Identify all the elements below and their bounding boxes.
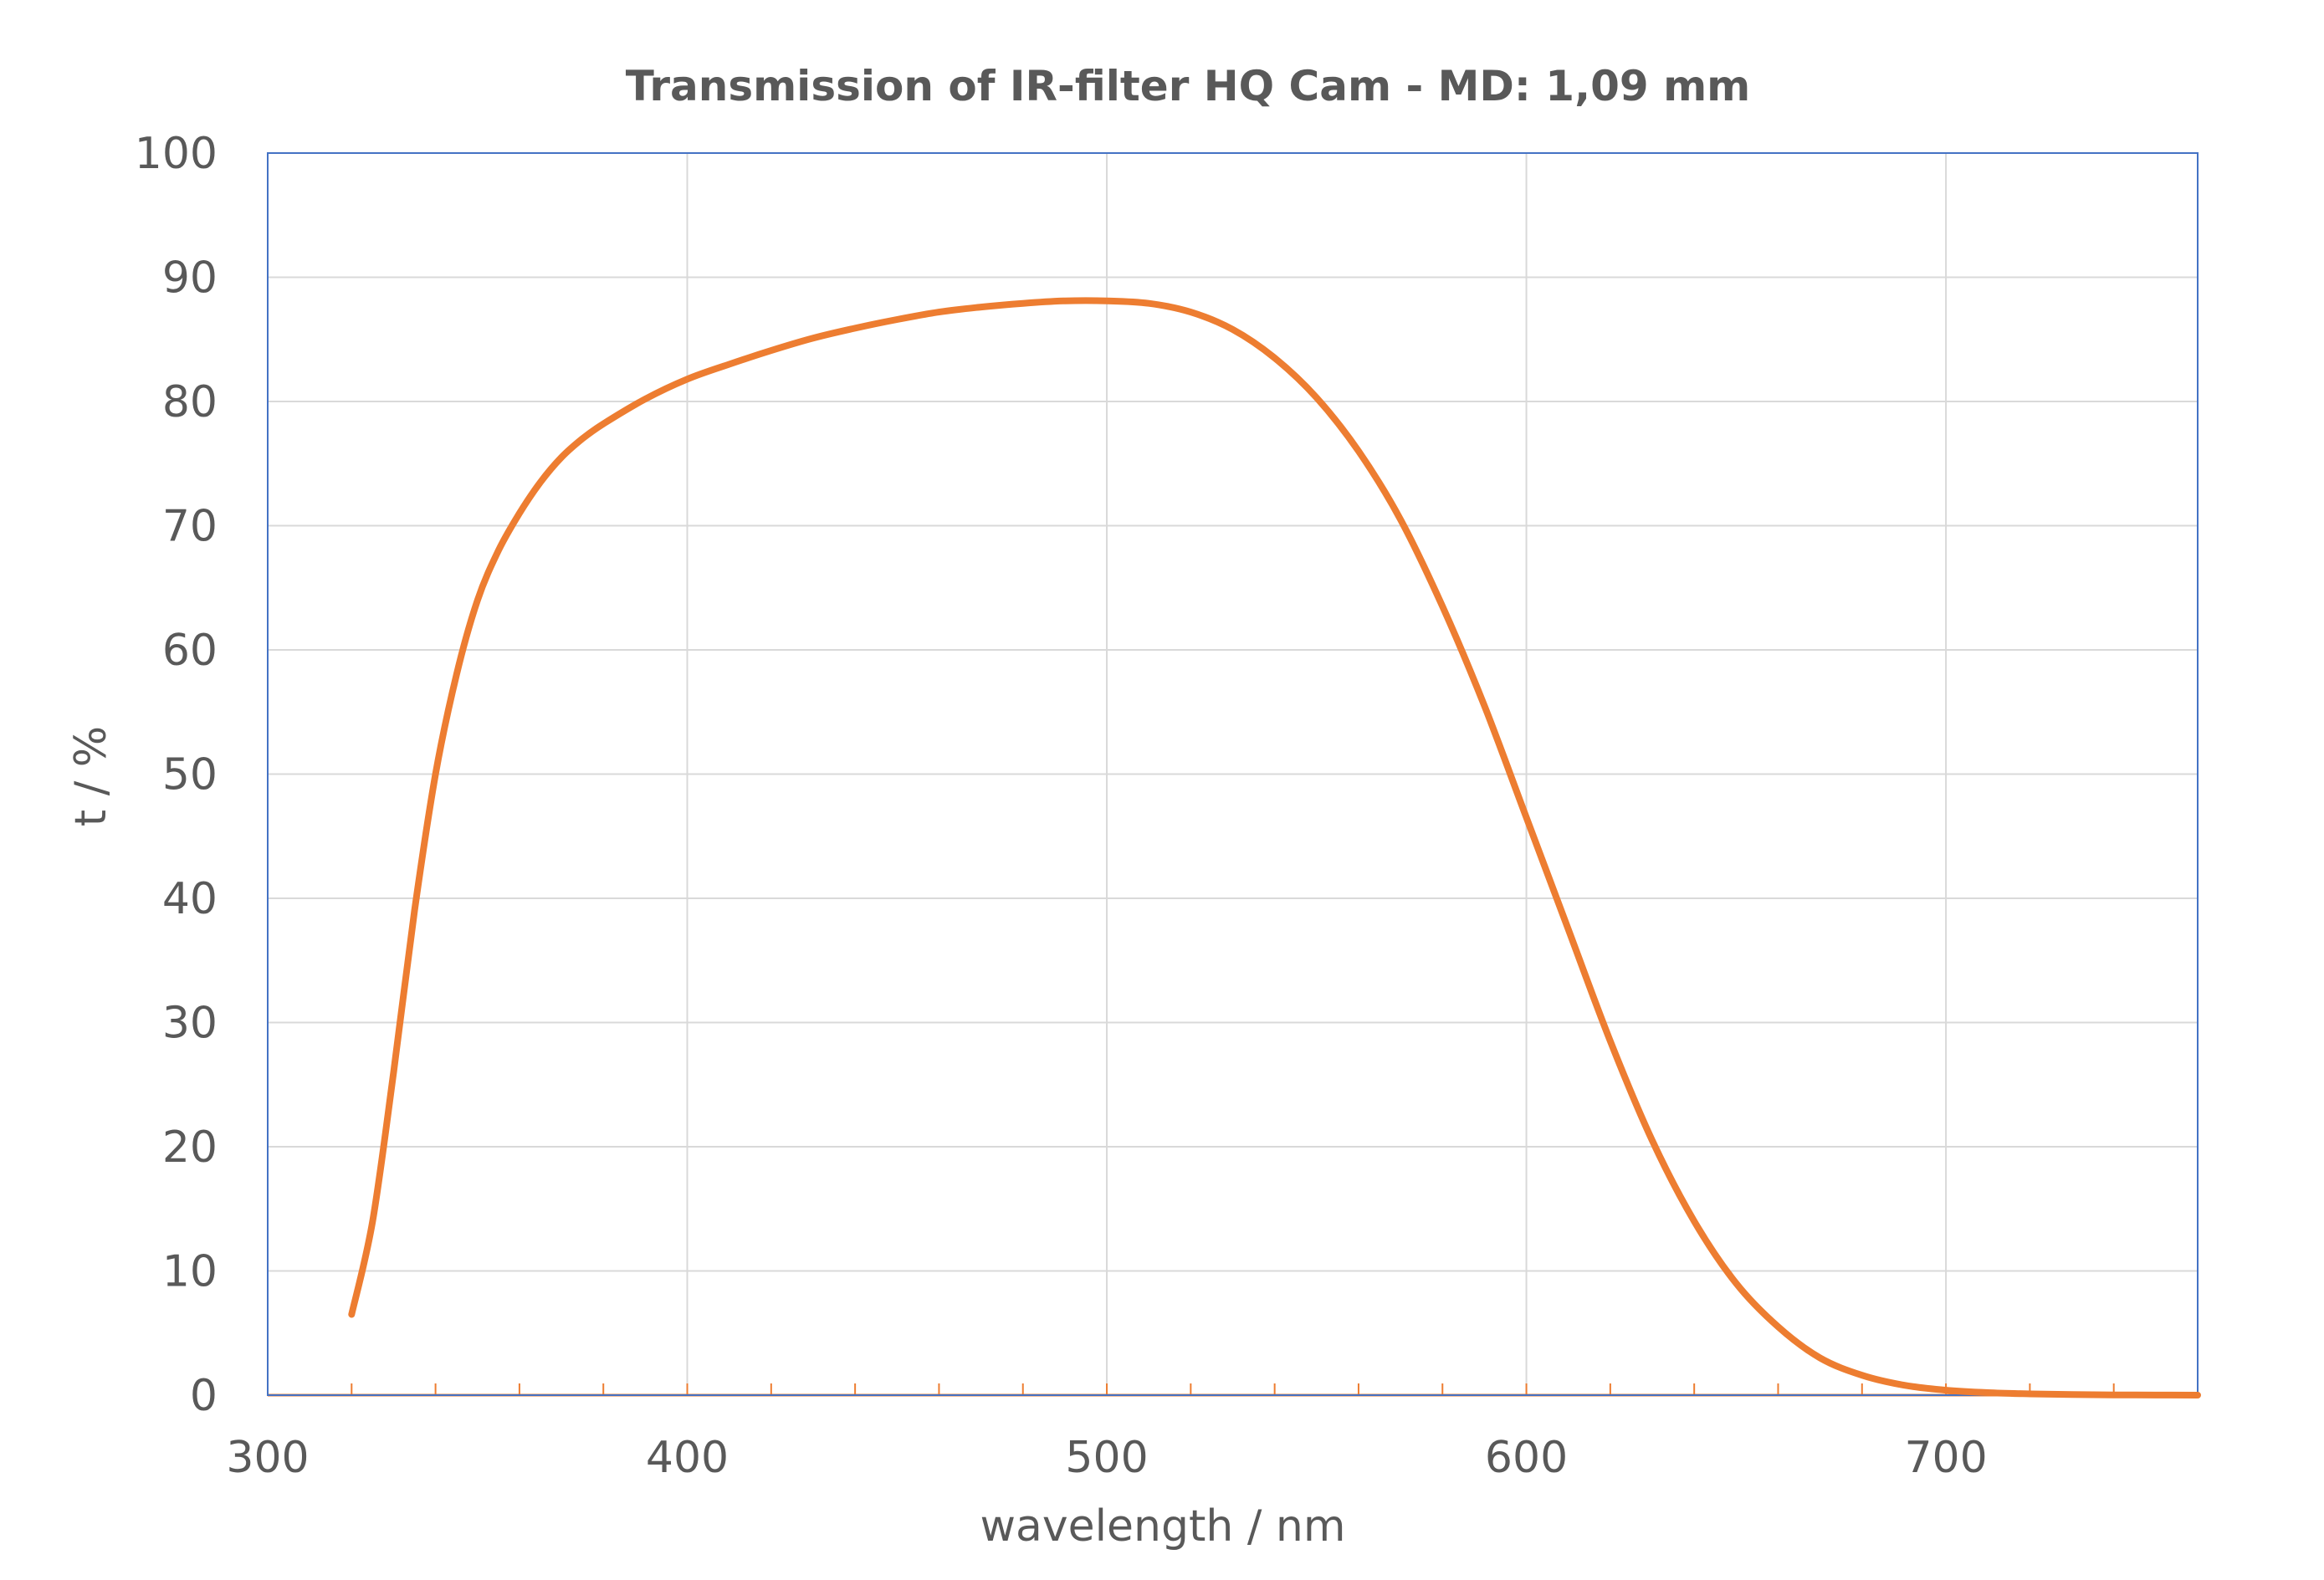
y-tick-label: 0: [190, 1371, 218, 1421]
y-tick-label: 70: [162, 502, 218, 552]
y-tick-label: 60: [162, 626, 218, 676]
y-tick-label: 100: [135, 129, 218, 179]
x-axis-minor-ticks: [351, 1383, 2115, 1395]
plot-area-border: [267, 152, 2199, 1396]
chart-title: Transmission of IR-filter HQ Cam - MD: 1…: [626, 62, 1751, 110]
y-tick-label: 10: [162, 1247, 218, 1297]
y-axis-tick-labels: 0 10 20 30 40 50 60 70 80 90 100: [135, 129, 218, 1421]
series-line: [348, 297, 2201, 1398]
y-tick-label: 90: [162, 253, 218, 304]
x-axis-tick-labels: 300 400 500 600 700: [226, 1433, 1987, 1483]
y-tick-label: 30: [162, 999, 218, 1049]
y-tick-label: 40: [162, 874, 218, 924]
grid-lines: [268, 152, 2198, 1395]
y-axis-label: t / %: [66, 726, 116, 826]
y-tick-label: 20: [162, 1122, 218, 1173]
x-tick-label: 500: [1065, 1433, 1148, 1483]
y-tick-label: 80: [162, 377, 218, 427]
x-axis-label: wavelength / nm: [980, 1501, 1345, 1552]
x-tick-label: 300: [226, 1433, 309, 1483]
x-tick-label: 400: [646, 1433, 729, 1483]
x-tick-label: 700: [1904, 1433, 1987, 1483]
x-tick-label: 600: [1485, 1433, 1568, 1483]
y-tick-label: 50: [162, 750, 218, 800]
